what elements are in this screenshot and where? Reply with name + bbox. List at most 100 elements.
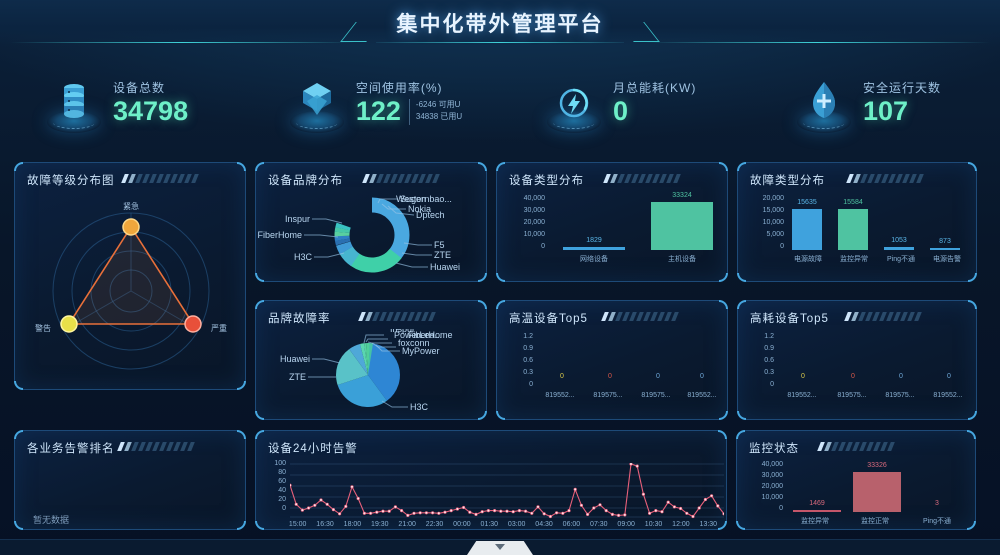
y-tick: 20,000	[761, 483, 783, 490]
x-label: 12:00	[672, 521, 690, 528]
x-label: 819575...	[837, 392, 867, 399]
donut-label-dptech: Dptech	[416, 210, 445, 220]
header-line-left	[10, 42, 355, 43]
bar-value: 15635	[797, 199, 817, 206]
donut-label-nokia: Nokia	[408, 204, 431, 214]
plot-area: 0 0 0 0	[780, 336, 970, 388]
panel-brand-failure[interactable]: 品牌故障率	[255, 300, 487, 420]
x-label: 21:00	[398, 521, 416, 528]
x-label: 15:00	[288, 521, 307, 528]
panel-device-type[interactable]: 设备类型分布 40,000 30,000 20,000 10,000 0 182…	[496, 162, 728, 282]
donut-label-westernbao: Westernbao...	[396, 194, 452, 204]
bar-value: 3	[935, 500, 939, 507]
x-label: 16:30	[316, 521, 334, 528]
kpi-value: 107	[863, 96, 909, 126]
panel-fault-level[interactable]: 故障等级分布图	[14, 162, 246, 390]
chevron-down-icon	[495, 544, 505, 550]
y-tick: 0	[529, 381, 533, 388]
kpi-sub-used: 34838 已用U	[415, 112, 463, 121]
panel-fault-type[interactable]: 故障类型分布 20,000 15,000 10,000 5,000 0 1563…	[737, 162, 977, 282]
y-tick: 40,000	[523, 195, 545, 202]
kpi-value: 122	[355, 96, 401, 126]
y-tick: 0.9	[523, 345, 533, 352]
bar-value: 0	[560, 373, 564, 380]
bar-ping-fail[interactable]	[884, 247, 914, 250]
y-tick: 20,000	[762, 195, 784, 202]
dashboard-header: 集中化带外管理平台	[0, 0, 1000, 52]
panel-high-temp-top5[interactable]: 高温设备Top5 1.2 0.9 0.6 0.3 0 0 0 0 0	[496, 300, 728, 420]
x-label: 01:30	[480, 521, 499, 528]
y-tick: 30,000	[523, 207, 545, 214]
bar-value: 0	[608, 373, 612, 380]
panel-title: 故障类型分布	[750, 175, 825, 187]
x-label: 819575...	[593, 392, 623, 399]
bar-monitor-normal[interactable]	[853, 472, 901, 512]
x-label: 07:30	[590, 521, 608, 528]
kpi-safe-days[interactable]: 安全运行天数 107	[750, 62, 1000, 142]
bar-monitor-abnormal[interactable]	[793, 510, 841, 512]
bar-chart-monitor: 40,000 30,000 20,000 10,000 0 1469 33326…	[737, 459, 975, 525]
pie-label-powerlead: PowerLea...	[394, 330, 442, 340]
panel-monitor-status[interactable]: 监控状态 40,000 30,000 20,000 10,000 0 1469 …	[736, 430, 976, 530]
y-tick: 15,000	[762, 207, 784, 214]
bar-chart-high-temp: 1.2 0.9 0.6 0.3 0 0 0 0 0 819552... 8195…	[497, 329, 727, 415]
bar-host[interactable]	[651, 202, 713, 250]
pie-label-zte: ZTE	[289, 372, 306, 382]
pie-label-sugon: Sugon	[384, 329, 410, 330]
line-series	[290, 463, 724, 519]
bar-power-alarm[interactable]	[930, 248, 960, 250]
panel-row-3: 各业务告警排名 暂无数据 设备24小时告警 100 80 60 40 20	[14, 430, 986, 530]
page-title: 集中化带外管理平台	[396, 13, 604, 36]
title-slashes	[117, 442, 195, 451]
panel-title: 设备类型分布	[509, 175, 584, 187]
title-slashes	[844, 312, 922, 321]
plot-area: 15635 15584 1053 873	[788, 198, 970, 250]
x-label: 00:00	[453, 521, 471, 528]
donut-label-f5: F5	[434, 240, 445, 250]
bar-value: 0	[851, 373, 855, 380]
kpi-value: 34798	[113, 96, 189, 126]
y-tick: 0.3	[523, 369, 533, 376]
kpi-monthly-energy[interactable]: 月总能耗(KW) 0	[500, 62, 750, 142]
panel-device-brand[interactable]: 设备品牌分布	[255, 162, 487, 282]
y-tick: 10,000	[523, 231, 545, 238]
panel-title: 设备品牌分布	[268, 175, 343, 187]
bolt-energy-icon	[545, 71, 603, 133]
panel-high-power-top5[interactable]: 高耗设备Top5 1.2 0.9 0.6 0.3 0 0 0 0 0	[737, 300, 977, 420]
x-label: 电源告警	[933, 256, 961, 263]
cube-space-icon	[288, 71, 346, 133]
bar-power-fault[interactable]	[792, 209, 822, 250]
x-label: 04:30	[535, 521, 553, 528]
title-slashes	[817, 442, 895, 451]
panel-title: 高耗设备Top5	[750, 313, 829, 325]
plot-area: 0 0 0 0	[539, 336, 721, 388]
title-slashes	[358, 312, 436, 321]
y-tick: 1.2	[764, 333, 774, 340]
donut-label-inspur: Inspur	[285, 214, 310, 224]
radar-axis-label-1: 严重	[211, 323, 227, 333]
panel-alarm-24h[interactable]: 设备24小时告警 100 80 60 40 20 0	[255, 430, 727, 530]
bar-value: 15584	[843, 199, 863, 206]
bar-network[interactable]	[563, 247, 625, 250]
kpi-sub-values: -6246 可用U 34838 已用U	[408, 99, 463, 125]
kpi-space-usage[interactable]: 空间使用率(%) 122 -6246 可用U 34838 已用U	[250, 62, 500, 142]
bar-value: 1829	[586, 237, 602, 244]
radar-axis-label-2: 警告	[35, 323, 51, 333]
panel-business-alarm-rank[interactable]: 各业务告警排名 暂无数据	[14, 430, 246, 530]
pie-chart-brand-failure: Huawei ZTE H3C MyPower foxconn PowerLea.…	[256, 320, 486, 415]
bar-monitor-abnormal[interactable]	[838, 209, 868, 250]
x-label: 819575...	[641, 392, 671, 399]
y-tick: 0	[282, 505, 286, 512]
title-slashes	[121, 174, 199, 183]
panel-title: 品牌故障率	[268, 313, 331, 325]
x-label: 22:30	[425, 521, 444, 528]
panel-grid: 故障等级分布图	[14, 162, 986, 539]
kpi-device-total[interactable]: 设备总数 34798	[0, 62, 250, 142]
y-tick: 0.6	[523, 357, 533, 364]
y-tick: 0	[541, 243, 545, 250]
bar-value: 0	[947, 373, 951, 380]
bar-value: 33326	[867, 462, 887, 469]
y-tick: 5,000	[766, 231, 784, 238]
collapse-toggle[interactable]	[467, 541, 533, 555]
x-label: 19:30	[371, 521, 389, 528]
